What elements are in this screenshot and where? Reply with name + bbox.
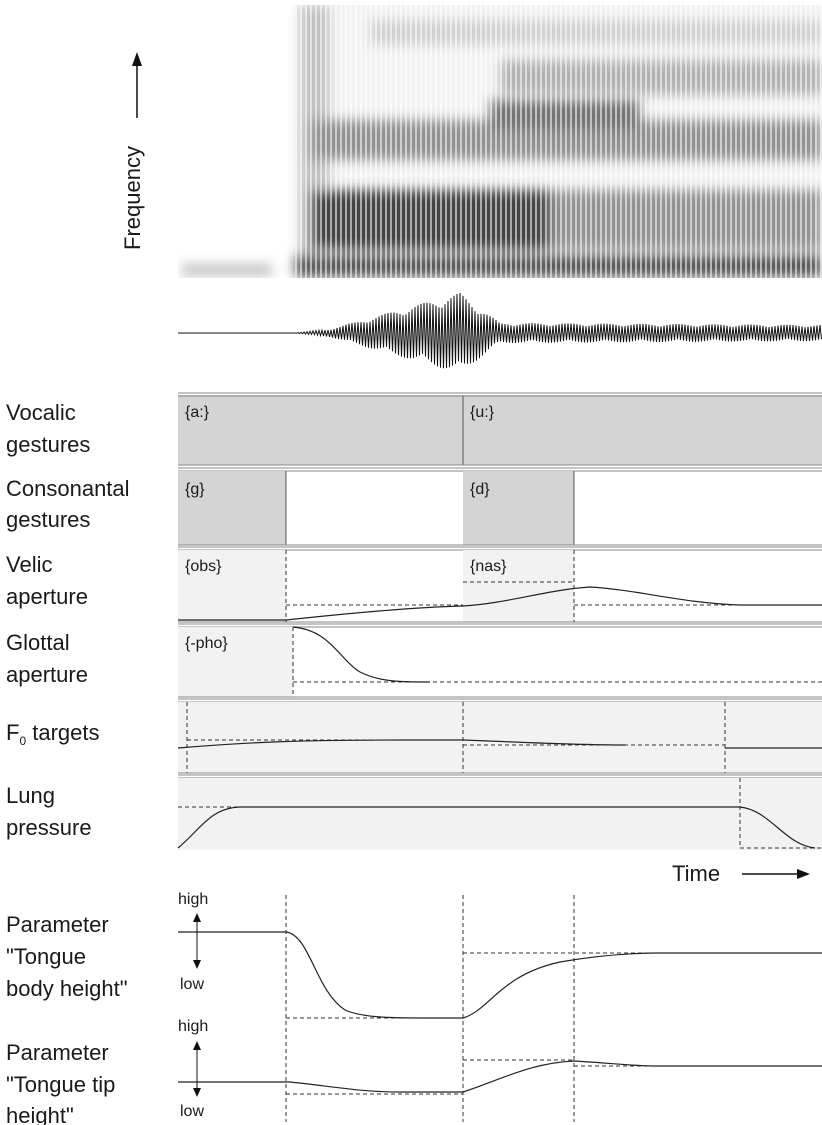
high-label: high <box>178 891 208 908</box>
segment-label: {nas} <box>470 558 507 575</box>
label-part: targets <box>26 720 99 745</box>
segment-label: {-pho} <box>185 635 228 652</box>
parameter-plots <box>178 895 822 1122</box>
tiers <box>177 392 822 850</box>
tier-label: aperture <box>6 662 88 687</box>
axis-label: Frequency <box>120 146 145 250</box>
segment-label: {obs} <box>185 558 222 575</box>
segment-label: {u:} <box>470 404 495 421</box>
low-label: low <box>180 1103 204 1120</box>
label-subscript: 0 <box>19 734 26 748</box>
high-label: high <box>178 1018 208 1035</box>
waveform <box>178 292 822 369</box>
segment-label: {g} <box>185 481 205 498</box>
parameter-label: "Tongue <box>6 944 86 969</box>
parameter-label: "Tongue tip <box>6 1072 115 1097</box>
tier-label: aperture <box>6 584 88 609</box>
tier-label: gestures <box>6 507 90 532</box>
segment-label: {d} <box>470 481 490 498</box>
parameter-label: Parameter <box>6 1040 109 1065</box>
time-label: Time <box>672 861 720 886</box>
low-label: low <box>180 976 204 993</box>
parameter-label: height" <box>6 1103 74 1125</box>
tier-label: Consonantal <box>6 476 130 501</box>
label-part: F <box>6 720 19 745</box>
tier-label: Lung <box>6 783 55 808</box>
tier-label: Velic <box>6 552 52 577</box>
tier-label: Vocalic <box>6 400 76 425</box>
tier-label: gestures <box>6 432 90 457</box>
parameter-label: body height" <box>6 976 128 1001</box>
parameter-label: Parameter <box>6 912 109 937</box>
spectrogram <box>182 5 822 278</box>
tier-label: pressure <box>6 815 92 840</box>
segment-label: {a:} <box>185 404 210 421</box>
tier-label: Glottal <box>6 630 70 655</box>
arrow-head <box>797 869 810 879</box>
tier-label: F0 targets <box>6 720 100 748</box>
arrow-head <box>132 52 142 66</box>
